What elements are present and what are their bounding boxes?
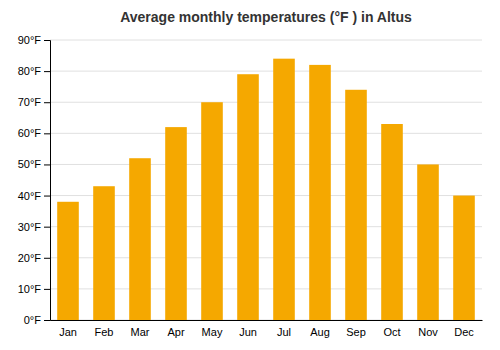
x-tick: Sep [346, 326, 366, 338]
x-tick-label: Jun [239, 326, 257, 338]
chart-title: Average monthly temperatures (°F ) in Al… [120, 9, 412, 25]
y-tick-mark [44, 227, 50, 228]
bar [273, 59, 295, 320]
y-tick: 0°F [24, 314, 50, 326]
plot-area: 0°F 10°F 20°F 30°F 40°F 50°F 60°F 70°F 80°F 90°F J… [18, 34, 483, 338]
bar [345, 90, 367, 320]
x-axis-line [51, 320, 483, 321]
y-tick-mark [44, 164, 50, 165]
x-tick-label: May [202, 326, 223, 338]
y-tick-label: 40°F [18, 190, 42, 202]
y-tick-mark [44, 71, 50, 72]
y-tick: 80°F [18, 65, 50, 77]
y-tick-label: 80°F [18, 65, 42, 77]
y-tick: 30°F [18, 221, 50, 233]
y-tick: 90°F [18, 34, 50, 46]
y-tick-label: 90°F [18, 34, 42, 46]
x-tick: Oct [383, 326, 400, 338]
y-tick-label: 30°F [18, 221, 42, 233]
bars [57, 59, 475, 320]
y-tick-label: 10°F [18, 283, 42, 295]
y-tick: 50°F [18, 158, 50, 170]
x-tick-label: Sep [346, 326, 366, 338]
y-tick: 10°F [18, 283, 50, 295]
bar [237, 74, 259, 320]
bar [417, 164, 439, 320]
bar [309, 65, 331, 320]
x-tick: Mar [131, 326, 150, 338]
bar [201, 102, 223, 320]
bar [381, 124, 403, 320]
y-tick-mark [44, 133, 50, 134]
x-tick: Feb [95, 326, 114, 338]
y-tick-mark [44, 40, 50, 41]
bar [129, 158, 151, 320]
y-tick-mark [44, 196, 50, 197]
y-tick-mark [44, 320, 50, 321]
x-tick-label: Aug [310, 326, 330, 338]
y-tick-label: 20°F [18, 252, 42, 264]
x-tick-label: Jul [277, 326, 291, 338]
x-tick-label: Jan [59, 326, 77, 338]
grid [50, 40, 482, 320]
x-tick: Dec [454, 326, 474, 338]
x-tick: May [202, 326, 223, 338]
y-tick-label: 60°F [18, 127, 42, 139]
x-tick-label: Apr [167, 326, 184, 338]
y-tick-label: 70°F [18, 96, 42, 108]
y-tick: 70°F [18, 96, 50, 108]
grid-line [50, 102, 482, 103]
x-tick: Jun [239, 326, 257, 338]
y-axis: 0°F 10°F 20°F 30°F 40°F 50°F 60°F 70°F 80°F 90°F [18, 34, 51, 326]
y-tick: 40°F [18, 190, 50, 202]
x-axis: Jan Feb Mar Apr May Jun Jul Aug Sep Oct Nov Dec [51, 321, 483, 338]
x-tick-label: Dec [454, 326, 474, 338]
x-tick: Nov [418, 326, 438, 338]
y-tick-mark [44, 102, 50, 103]
x-tick: Aug [310, 326, 330, 338]
x-tick: Jul [277, 326, 291, 338]
x-tick: Jan [59, 326, 77, 338]
chart-svg: 0°F 10°F 20°F 30°F 40°F 50°F 60°F 70°F 80°F 90°F J… [0, 0, 500, 350]
bar [93, 186, 115, 320]
x-tick-label: Mar [131, 326, 150, 338]
y-tick-label: 50°F [18, 158, 42, 170]
x-tick: Apr [167, 326, 184, 338]
bar [453, 196, 475, 320]
y-tick-label: 0°F [24, 314, 42, 326]
grid-line [50, 40, 482, 41]
y-tick-mark [44, 289, 50, 290]
bar [165, 127, 187, 320]
y-axis-line [44, 41, 51, 321]
x-tick-label: Oct [383, 326, 400, 338]
grid-line [50, 133, 482, 134]
bar [57, 202, 79, 320]
y-tick: 60°F [18, 127, 50, 139]
y-tick: 20°F [18, 252, 50, 264]
y-tick-mark [44, 258, 50, 259]
chart-container: 0°F 10°F 20°F 30°F 40°F 50°F 60°F 70°F 80°F 90°F J… [0, 0, 500, 350]
x-tick-label: Feb [95, 326, 114, 338]
grid-line [50, 71, 482, 72]
x-tick-label: Nov [418, 326, 438, 338]
